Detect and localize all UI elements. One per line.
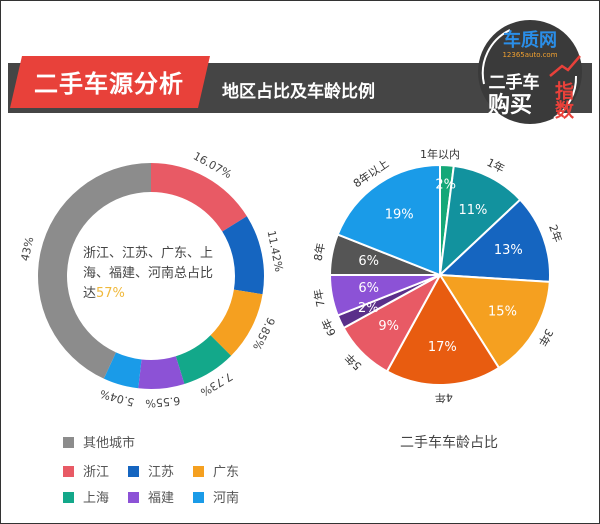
pie-category-label: 6年	[319, 316, 339, 338]
legend-swatch	[63, 492, 74, 503]
pie-category-label: 1年以内	[420, 147, 460, 161]
pie-value-label: 2%	[358, 301, 379, 316]
legend-swatch	[128, 492, 139, 503]
logo-line1: 二手车	[489, 72, 540, 93]
donut-value-label: 5.04%	[98, 387, 135, 409]
pie-slice-9	[336, 163, 441, 277]
donut-segment-1	[222, 216, 264, 295]
pie-value-label: 15%	[488, 304, 517, 319]
pie-value-label: 2%	[435, 177, 456, 192]
center-line-3: 达57%	[83, 286, 125, 301]
pie-slice-4	[385, 273, 501, 386]
donut-segments	[38, 163, 264, 389]
logo-brand: 车质网	[503, 29, 557, 51]
legend-item-shanghai: 上海	[63, 487, 109, 506]
legend-item-zhejiang: 浙江	[63, 461, 109, 480]
center-highlight-value: 57%	[96, 286, 125, 301]
donut-value-label: 11.42%	[265, 229, 286, 273]
pie-value-label: 9%	[378, 319, 399, 334]
pie-slice-3	[438, 273, 551, 370]
pie-value-label: 19%	[385, 207, 414, 222]
donut-segment-6	[38, 163, 151, 379]
legend-swatch	[193, 492, 204, 503]
section-subtitle: 地区占比及车龄比例	[222, 82, 375, 102]
pie-category-label: 5年	[342, 351, 365, 374]
donut-segment-0	[151, 163, 247, 232]
donut-segment-4	[138, 356, 185, 389]
pie-value-label: 13%	[494, 243, 523, 258]
logo-url: 12365auto.com	[502, 51, 557, 59]
pie-chart-title: 二手车车龄占比	[400, 435, 498, 451]
center-line-2: 海、福建、河南总占比	[83, 266, 214, 281]
pie-value-label: 17%	[428, 340, 457, 355]
legend-item-fujian: 福建	[128, 487, 174, 506]
pie-category-label: 2年	[546, 222, 565, 244]
donut-segment-2	[210, 289, 263, 356]
legend-swatch	[128, 466, 139, 477]
legend-swatch	[63, 437, 74, 448]
pie-value-label: 6%	[358, 281, 379, 296]
pie-category-label: 7年	[311, 288, 328, 308]
legend-swatch	[63, 466, 74, 477]
pie-slice-1	[438, 164, 522, 278]
legend-item-other: 其他城市	[63, 432, 135, 451]
logo-accent: 指数	[552, 81, 574, 120]
legend-item-jiangsu: 江苏	[128, 461, 174, 480]
donut-segment-5	[103, 352, 142, 389]
donut-value-label: 43%	[18, 236, 36, 263]
pie-category-label: 8年	[311, 242, 328, 262]
donut-segment-3	[175, 335, 232, 384]
legend-item-henan: 河南	[193, 487, 239, 506]
pie-category-label: 4年	[435, 391, 453, 406]
legend-item-guangdong: 广东	[193, 461, 239, 480]
pie-category-label: 1年	[485, 155, 507, 176]
age-pie-chart	[328, 163, 551, 386]
legend-swatch	[193, 466, 204, 477]
pie-category-label: 3年	[535, 326, 556, 349]
donut-value-label: 6.55%	[145, 394, 181, 410]
brand-logo: 车质网 12365auto.com 二手车 购买 指数	[478, 20, 582, 124]
pie-value-label: 6%	[358, 254, 379, 269]
center-line-1: 浙江、江苏、广东、上	[83, 246, 214, 261]
section-tag	[10, 56, 210, 108]
section-title: 二手车源分析	[34, 70, 184, 98]
logo-line2: 购买	[488, 92, 532, 118]
pie-value-label: 11%	[459, 203, 488, 218]
pie-slice-2	[437, 198, 551, 283]
donut-center-text: 浙江、江苏、广东、上 海、福建、河南总占比 达57%	[83, 244, 213, 304]
